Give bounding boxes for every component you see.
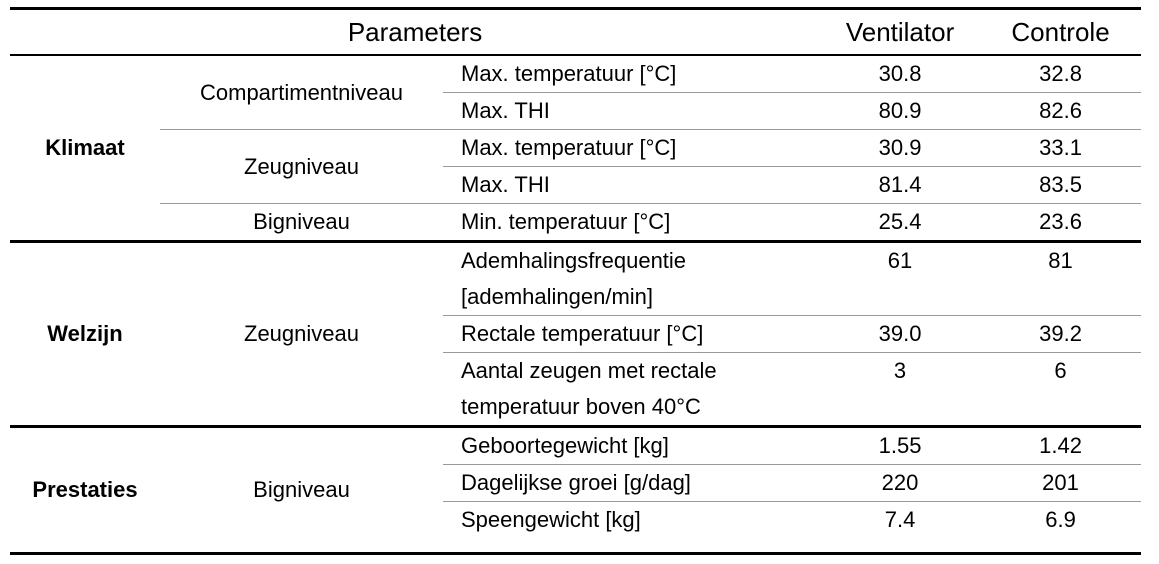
controle-cell: 1.42 <box>980 425 1142 465</box>
parameter-cell: Max. temperatuur [°C] <box>443 55 821 93</box>
controle-cell: 39.2 <box>980 315 1142 353</box>
parameter-cell: Min. temperatuur [°C] <box>461 209 671 234</box>
subgroup-label: Compartimentniveau <box>160 55 443 130</box>
controle-cell: 33.1 <box>980 129 1142 167</box>
controle-cell: 23.6 <box>1039 209 1082 234</box>
ventilator-cell: 39.0 <box>820 315 981 353</box>
subgroup-label: Zeugniveau <box>160 129 443 204</box>
group-label: Klimaat <box>45 135 125 160</box>
subgroup-label: Zeugniveau <box>160 240 443 427</box>
ventilator-cell: 61 <box>820 240 981 316</box>
table-row: Aantal zeugen met rectale temperatuur bo… <box>10 353 1141 427</box>
header-controle: Controle <box>980 8 1142 56</box>
group-label: Welzijn <box>10 240 160 427</box>
parameter-cell: Dagelijkse groei [g/dag] <box>443 464 821 502</box>
ventilator-cell: 220 <box>820 464 981 502</box>
controle-cell: 32.8 <box>980 55 1142 93</box>
parameter-cell: Rectale temperatuur [°C] <box>443 315 821 353</box>
ventilator-cell: 1.55 <box>820 425 981 465</box>
ventilator-cell: 7.4 <box>884 507 916 532</box>
ventilator-cell: 30.8 <box>820 55 981 93</box>
results-table: Parameters Ventilator Controle Klimaat Co… <box>10 7 1142 555</box>
table-row: Zeugniveau Max. temperatuur [°C] 30.9 33.1 <box>10 129 1142 204</box>
controle-cell: 6 <box>1054 358 1067 383</box>
table-row: Rectale temperatuur [°C] 39.0 39.2 <box>10 315 1142 353</box>
ventilator-cell: 81.4 <box>820 166 981 204</box>
table-row: Dagelijkse groei [g/dag] 220 201 <box>10 464 1142 502</box>
controle-cell: 81 <box>980 240 1142 316</box>
table-row: Welzijn Zeugniveau Ademhalingsfrequentie [… <box>10 240 1142 427</box>
parameter-cell: Max. THI <box>443 92 821 130</box>
subgroup-label: Bigniveau <box>253 209 350 234</box>
ventilator-cell: 80.9 <box>820 92 981 130</box>
parameter-cell: Max. THI <box>443 166 821 204</box>
parameter-cell: Ademhalingsfrequentie [ademhalingen/min] <box>443 240 821 316</box>
group-label: Prestaties <box>10 425 160 554</box>
controle-cell: 6.9 <box>1045 507 1076 532</box>
table-row: Bigniveau Min. temperatuur [°C] 25.4 23.6 <box>10 204 1141 242</box>
parameter-cell: Max. temperatuur [°C] <box>443 129 821 167</box>
table-row: Max. THI 81.4 83.5 <box>10 166 1142 204</box>
ventilator-cell: 3 <box>893 358 907 383</box>
parameter-cell: Aantal zeugen met rectale temperatuur bo… <box>461 358 717 419</box>
controle-cell: 201 <box>980 464 1142 502</box>
table-body: Klimaat Compartimentniveau Max. temperatuu… <box>10 55 1142 554</box>
ventilator-cell: 30.9 <box>820 129 981 167</box>
header-ventilator: Ventilator <box>820 8 981 56</box>
header-row: Parameters Ventilator Controle <box>10 8 1142 56</box>
controle-cell: 83.5 <box>980 166 1142 204</box>
parameter-cell: Geboortegewicht [kg] <box>443 425 821 465</box>
table-row: Max. THI 80.9 82.6 <box>10 92 1142 130</box>
table-row: Prestaties Bigniveau Geboortegewicht [kg] 1… <box>10 425 1142 554</box>
controle-cell: 82.6 <box>980 92 1142 130</box>
ventilator-cell: 25.4 <box>878 209 922 234</box>
table-row: Klimaat Compartimentniveau Max. temperatuu… <box>10 55 1142 160</box>
table-row: Speengewicht [kg] 7.4 6.9 <box>10 502 1141 554</box>
header-parameters: Parameters <box>10 8 821 56</box>
subgroup-label: Bigniveau <box>160 425 443 554</box>
parameter-cell: Speengewicht [kg] <box>461 507 641 532</box>
